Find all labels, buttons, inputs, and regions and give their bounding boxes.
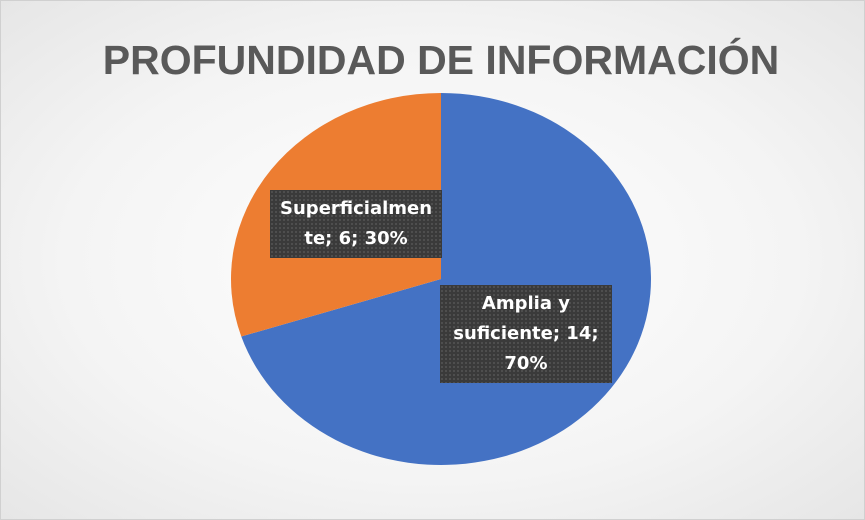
chart-title: PROFUNDIDAD DE INFORMACIÓN	[103, 37, 779, 83]
data-label: Amplia y suficiente; 14; 70%	[439, 284, 612, 383]
data-label: Superficialmente; 6; 30%	[270, 190, 443, 259]
